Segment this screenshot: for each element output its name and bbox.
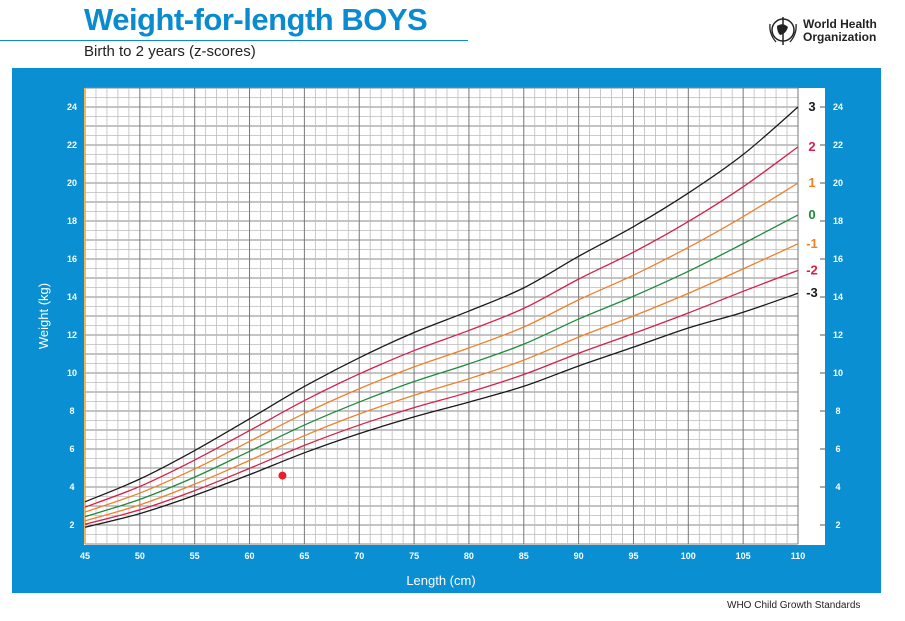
z-curve--3 [84,292,799,528]
z-label--2: -2 [806,262,818,277]
y-tick-label-right: 6 [835,444,840,454]
y-tick-label-right: 20 [833,178,843,188]
y-tick-label-right: 22 [833,140,843,150]
z-curve-0 [84,214,799,518]
y-tick-label-right: 2 [835,520,840,530]
data-point [278,471,287,480]
z-label-0: 0 [808,207,815,222]
z-label--3: -3 [806,285,818,300]
x-tick-label: 45 [80,551,90,561]
x-axis-label: Length (cm) [406,573,475,588]
y-tick-label-right: 16 [833,254,843,264]
page-subtitle: Birth to 2 years (z-scores) [84,43,256,60]
y-tick-label-left: 20 [67,178,77,188]
y-tick-label-left: 10 [67,368,77,378]
x-tick-label: 105 [736,551,751,561]
who-logo: World Health Organization [766,14,883,48]
x-tick-label: 100 [681,551,696,561]
x-tick-label: 55 [190,551,200,561]
z-curve--1 [84,243,799,522]
y-tick-label-left: 22 [67,140,77,150]
x-tick-label: 60 [245,551,255,561]
y-tick-label-left: 18 [67,216,77,226]
y-axis-label: Weight (kg) [36,283,51,349]
y-tick-label-right: 24 [833,102,843,112]
x-tick-label: 65 [299,551,309,561]
y-tick-label-right: 12 [833,330,843,340]
y-tick-label-left: 6 [69,444,74,454]
y-tick-label-left: 14 [67,292,77,302]
x-tick-label: 110 [791,551,806,561]
z-label--1: -1 [806,236,818,251]
y-tick-label-left: 4 [69,482,74,492]
y-tick-label-left: 24 [67,102,77,112]
y-tick-label-left: 8 [69,406,74,416]
x-tick-label: 90 [574,551,584,561]
z-curve-2 [84,146,799,508]
y-tick-label-right: 14 [833,292,843,302]
y-tick-label-left: 2 [69,520,74,530]
z-label-1: 1 [808,175,815,190]
y-tick-label-right: 18 [833,216,843,226]
page-title: Weight-for-length BOYS [84,2,428,37]
z-label-3: 3 [808,99,815,114]
y-tick-label-left: 16 [67,254,77,264]
z-curve--2 [84,269,799,525]
x-tick-label: 70 [354,551,364,561]
who-emblem-icon [769,17,797,45]
x-tick-label: 50 [135,551,145,561]
z-curve-1 [84,182,799,513]
x-tick-label: 85 [519,551,529,561]
y-tick-label-left: 12 [67,330,77,340]
x-tick-label: 75 [409,551,419,561]
y-tick-label-right: 10 [833,368,843,378]
z-label-2: 2 [808,139,815,154]
x-tick-label: 95 [628,551,638,561]
z-curve-3 [84,106,799,503]
footer-text: WHO Child Growth Standards [727,600,861,611]
y-tick-label-right: 8 [835,406,840,416]
title-rule [0,40,468,41]
logo-text: World Health Organization [803,17,877,44]
x-tick-label: 80 [464,551,474,561]
y-tick-label-right: 4 [835,482,840,492]
